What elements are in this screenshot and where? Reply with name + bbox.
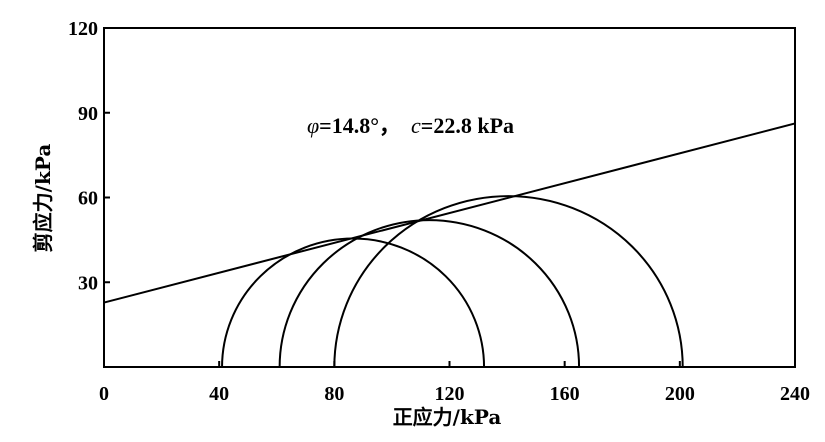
y-axis-ticks: 30 60 90 120 bbox=[68, 18, 110, 294]
annotation-separator: ， bbox=[379, 113, 401, 138]
plot-content bbox=[103, 122, 796, 368]
x-axis-title: 正应力/kPa bbox=[393, 405, 502, 429]
envelope-parameters-label: φ=14.8°， c=22.8 kPa bbox=[307, 113, 514, 138]
c-symbol: c bbox=[411, 113, 421, 138]
x-tick-label: 240 bbox=[780, 383, 810, 405]
mohr-circle-2 bbox=[278, 219, 581, 368]
phi-value: =14.8° bbox=[319, 113, 379, 138]
mohr-circle-3 bbox=[333, 195, 684, 368]
y-tick-label: 60 bbox=[78, 188, 98, 210]
mohr-circle-1 bbox=[221, 237, 486, 368]
failure-envelope-line bbox=[103, 122, 796, 304]
x-tick-label: 120 bbox=[435, 383, 465, 405]
x-tick-label: 40 bbox=[209, 383, 229, 405]
y-tick-label: 120 bbox=[68, 18, 98, 40]
x-tick-label: 80 bbox=[324, 383, 344, 405]
x-axis-ticks: 0 40 80 120 160 200 240 bbox=[99, 361, 810, 405]
plot-frame bbox=[103, 27, 796, 368]
x-tick-label: 200 bbox=[665, 383, 695, 405]
phi-symbol: φ bbox=[307, 113, 319, 138]
x-tick-label: 160 bbox=[550, 383, 580, 405]
c-value: =22.8 kPa bbox=[421, 113, 514, 138]
y-tick-label: 90 bbox=[78, 103, 98, 125]
x-tick-label: 0 bbox=[99, 383, 109, 405]
y-tick-label: 30 bbox=[78, 272, 98, 294]
y-axis-title: 剪应力/kPa bbox=[31, 144, 55, 253]
